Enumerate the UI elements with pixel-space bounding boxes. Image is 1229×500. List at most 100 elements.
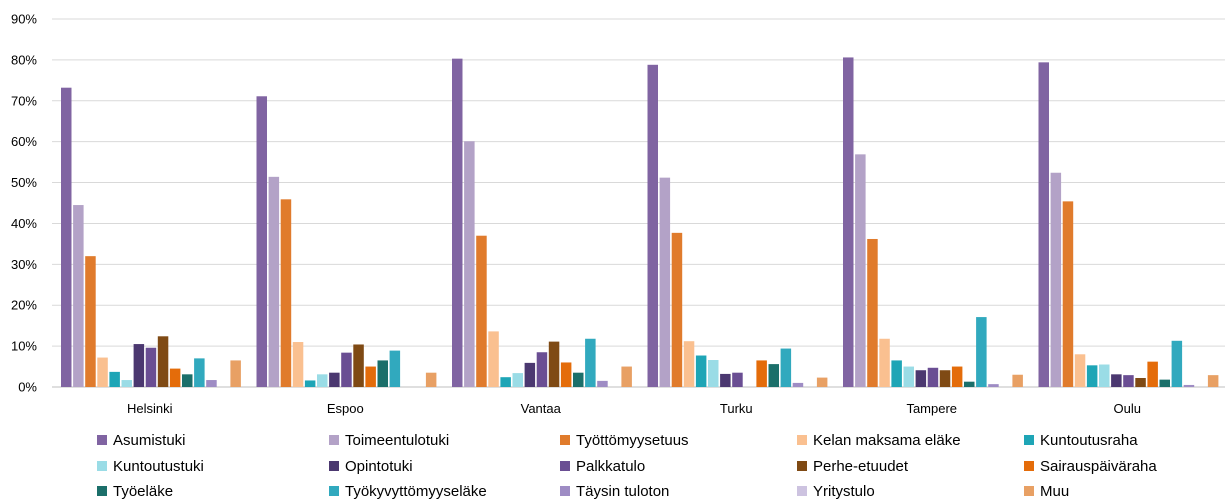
legend-item: Täysin tuloton [560, 483, 669, 500]
legend-swatch [97, 435, 107, 445]
bar [647, 64, 658, 387]
bar [109, 371, 120, 387]
legend-item: Palkkatulo [560, 458, 645, 475]
legend-label: Toimeentulotuki [345, 432, 449, 449]
legend-item: Perhe-etuudet [797, 458, 909, 475]
bar [1135, 378, 1146, 387]
legend-label: Työttömyysetuus [576, 432, 689, 449]
legend-label: Opintotuki [345, 458, 413, 475]
legend-item: Toimeentulotuki [329, 432, 449, 449]
bar [671, 232, 683, 387]
bar [964, 381, 975, 387]
bar [121, 380, 132, 387]
legend-item: Sairauspäiväraha [1024, 458, 1157, 475]
bar [951, 366, 963, 387]
bar [732, 372, 743, 387]
bar [720, 373, 731, 387]
legend-swatch [97, 486, 107, 496]
bar [353, 344, 364, 387]
y-tick-label: 40% [11, 216, 37, 231]
legend-item: Yritystulo [797, 483, 875, 500]
bar [329, 372, 340, 387]
legend-label: Yritystulo [813, 483, 875, 500]
x-category-label: Turku [720, 401, 753, 416]
bar [573, 372, 584, 387]
bar [903, 366, 914, 387]
legend-label: Kelan maksama eläke [813, 432, 961, 449]
legend-swatch [797, 486, 807, 496]
x-category-label: Oulu [1114, 401, 1141, 416]
legend-item: Kuntoutustuki [97, 458, 204, 475]
bar [659, 177, 671, 387]
bar [867, 238, 878, 387]
bar [548, 341, 560, 387]
bar [756, 360, 767, 387]
legend-item: Kelan maksama eläke [797, 432, 961, 449]
y-tick-label: 20% [11, 298, 37, 313]
bar [816, 377, 828, 387]
bar [1099, 364, 1110, 387]
legend-label: Kuntoutustuki [113, 458, 204, 475]
bar [1012, 374, 1023, 387]
bar [915, 370, 927, 387]
bar [560, 362, 572, 387]
bar [268, 176, 280, 387]
legend-label: Työeläke [113, 483, 173, 500]
legend-swatch [560, 461, 570, 471]
bar [317, 374, 328, 387]
category-group [61, 87, 241, 388]
x-category-label: Vantaa [521, 401, 562, 416]
legend-item: Työttömyysetuus [560, 432, 689, 449]
bar [524, 362, 536, 387]
x-axis-category-labels: Helsinki Espoo Vantaa Turku Tampere Oulu [127, 401, 1141, 416]
bar [976, 317, 987, 387]
legend-item: Opintotuki [329, 458, 413, 475]
legend-swatch [329, 435, 339, 445]
bar [476, 235, 487, 387]
legend-label: Asumistuki [113, 432, 186, 449]
bar [1183, 384, 1195, 387]
legend-label: Kuntoutusraha [1040, 432, 1138, 449]
bar [1171, 340, 1183, 387]
bar [855, 154, 866, 387]
bar [879, 338, 890, 387]
legend-label: Perhe-etuudet [813, 458, 909, 475]
bar [1207, 375, 1219, 387]
category-group [647, 64, 828, 387]
bar [377, 360, 388, 387]
bar [280, 199, 292, 387]
bar [304, 380, 316, 387]
bar [1062, 201, 1074, 387]
bar [1086, 365, 1098, 387]
legend-label: Sairauspäiväraha [1040, 458, 1157, 475]
bar [230, 360, 241, 387]
legend-item: Työeläke [97, 483, 173, 500]
bar [341, 352, 352, 387]
legend-swatch [1024, 461, 1034, 471]
y-axis-tick-labels: 0% 10% 20% 30% 40% 50% 60% 70% 80% 90% [11, 12, 37, 395]
category-group [843, 57, 1023, 388]
legend-swatch [1024, 486, 1034, 496]
bar [1038, 62, 1049, 387]
bar [1074, 354, 1086, 387]
y-tick-label: 60% [11, 134, 37, 149]
bar [61, 87, 72, 388]
bar [621, 366, 632, 387]
legend-label: Työkyvyttömyyseläke [345, 483, 487, 500]
category-group [452, 58, 632, 387]
y-tick-label: 90% [11, 12, 37, 27]
bar [1111, 374, 1122, 387]
bar [988, 384, 999, 387]
bar [97, 357, 108, 387]
y-tick-label: 70% [11, 93, 37, 108]
legend-swatch [97, 461, 107, 471]
bar [292, 342, 304, 387]
bar [1147, 361, 1158, 387]
bar [169, 368, 181, 387]
legend-label: Palkkatulo [576, 458, 645, 475]
bar [536, 352, 548, 387]
bar [425, 372, 437, 387]
y-tick-label: 10% [11, 339, 37, 354]
bar [683, 341, 695, 387]
